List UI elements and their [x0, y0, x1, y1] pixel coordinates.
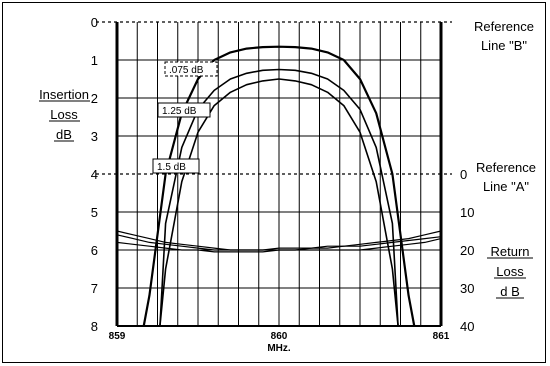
right-tick-label: 20	[460, 243, 474, 258]
left-axis-label-line: Loss	[50, 107, 78, 122]
curve-annotations: .075 dB 1.25 dB 1.5 dB	[152, 61, 218, 174]
x-tick-label: 860	[271, 331, 288, 342]
x-tick-label: 859	[109, 331, 126, 342]
right-axis-ticks: 0 10 20 30 40	[460, 167, 474, 334]
right-tick-label: 30	[460, 281, 474, 296]
left-axis-label-line: Insertion	[39, 87, 89, 102]
return-loss-curve-3	[116, 230, 442, 251]
left-tick-label: 0	[91, 15, 98, 30]
plot-border	[115, 22, 443, 327]
reference-b-label: Line "B"	[481, 38, 527, 53]
reference-b-label: Reference	[474, 19, 534, 34]
insertion-loss-curve-2	[159, 68, 399, 327]
left-axis-label-line: dB	[56, 127, 72, 142]
left-tick-label: 6	[91, 243, 98, 258]
annotation-label-1: .075 dB	[169, 65, 204, 76]
left-tick-label: 4	[91, 167, 98, 182]
annotation-box-1	[164, 61, 218, 77]
axis-labels: MHz. Insertion Loss dB Return Loss d B Referenc…	[39, 19, 536, 354]
x-axis-label: MHz.	[267, 343, 291, 354]
annotation-label-2: 1.25 dB	[162, 106, 197, 117]
left-tick-label: 2	[91, 91, 98, 106]
left-tick-label: 3	[91, 129, 98, 144]
right-axis-label-line: Loss	[496, 264, 524, 279]
right-tick-label: 40	[460, 319, 474, 334]
right-tick-label: 10	[460, 205, 474, 220]
right-axis-label-line: d B	[500, 284, 520, 299]
left-tick-label: 7	[91, 281, 98, 296]
return-loss-curve-2	[116, 236, 442, 253]
insertion-loss-curve-3	[159, 78, 399, 327]
left-tick-label: 1	[91, 53, 98, 68]
left-axis-ticks: 0 1 2 3 4 5 6 7 8	[91, 15, 98, 334]
x-tick-label: 861	[433, 331, 450, 342]
annotation-box-2	[157, 102, 211, 118]
x-axis-ticks: 859 860 861	[109, 331, 450, 342]
annotation-label-3: 1.5 dB	[157, 162, 186, 173]
chart-frame	[2, 2, 546, 363]
right-tick-label: 0	[460, 167, 467, 182]
right-axis-label-line: Return	[490, 244, 529, 259]
reference-a-label: Reference	[476, 160, 536, 175]
reference-a-label: Line "A"	[483, 179, 529, 194]
left-tick-label: 5	[91, 205, 98, 220]
annotation-box-3	[152, 158, 200, 174]
left-tick-label: 8	[91, 319, 98, 334]
return-loss-curves	[116, 230, 442, 253]
